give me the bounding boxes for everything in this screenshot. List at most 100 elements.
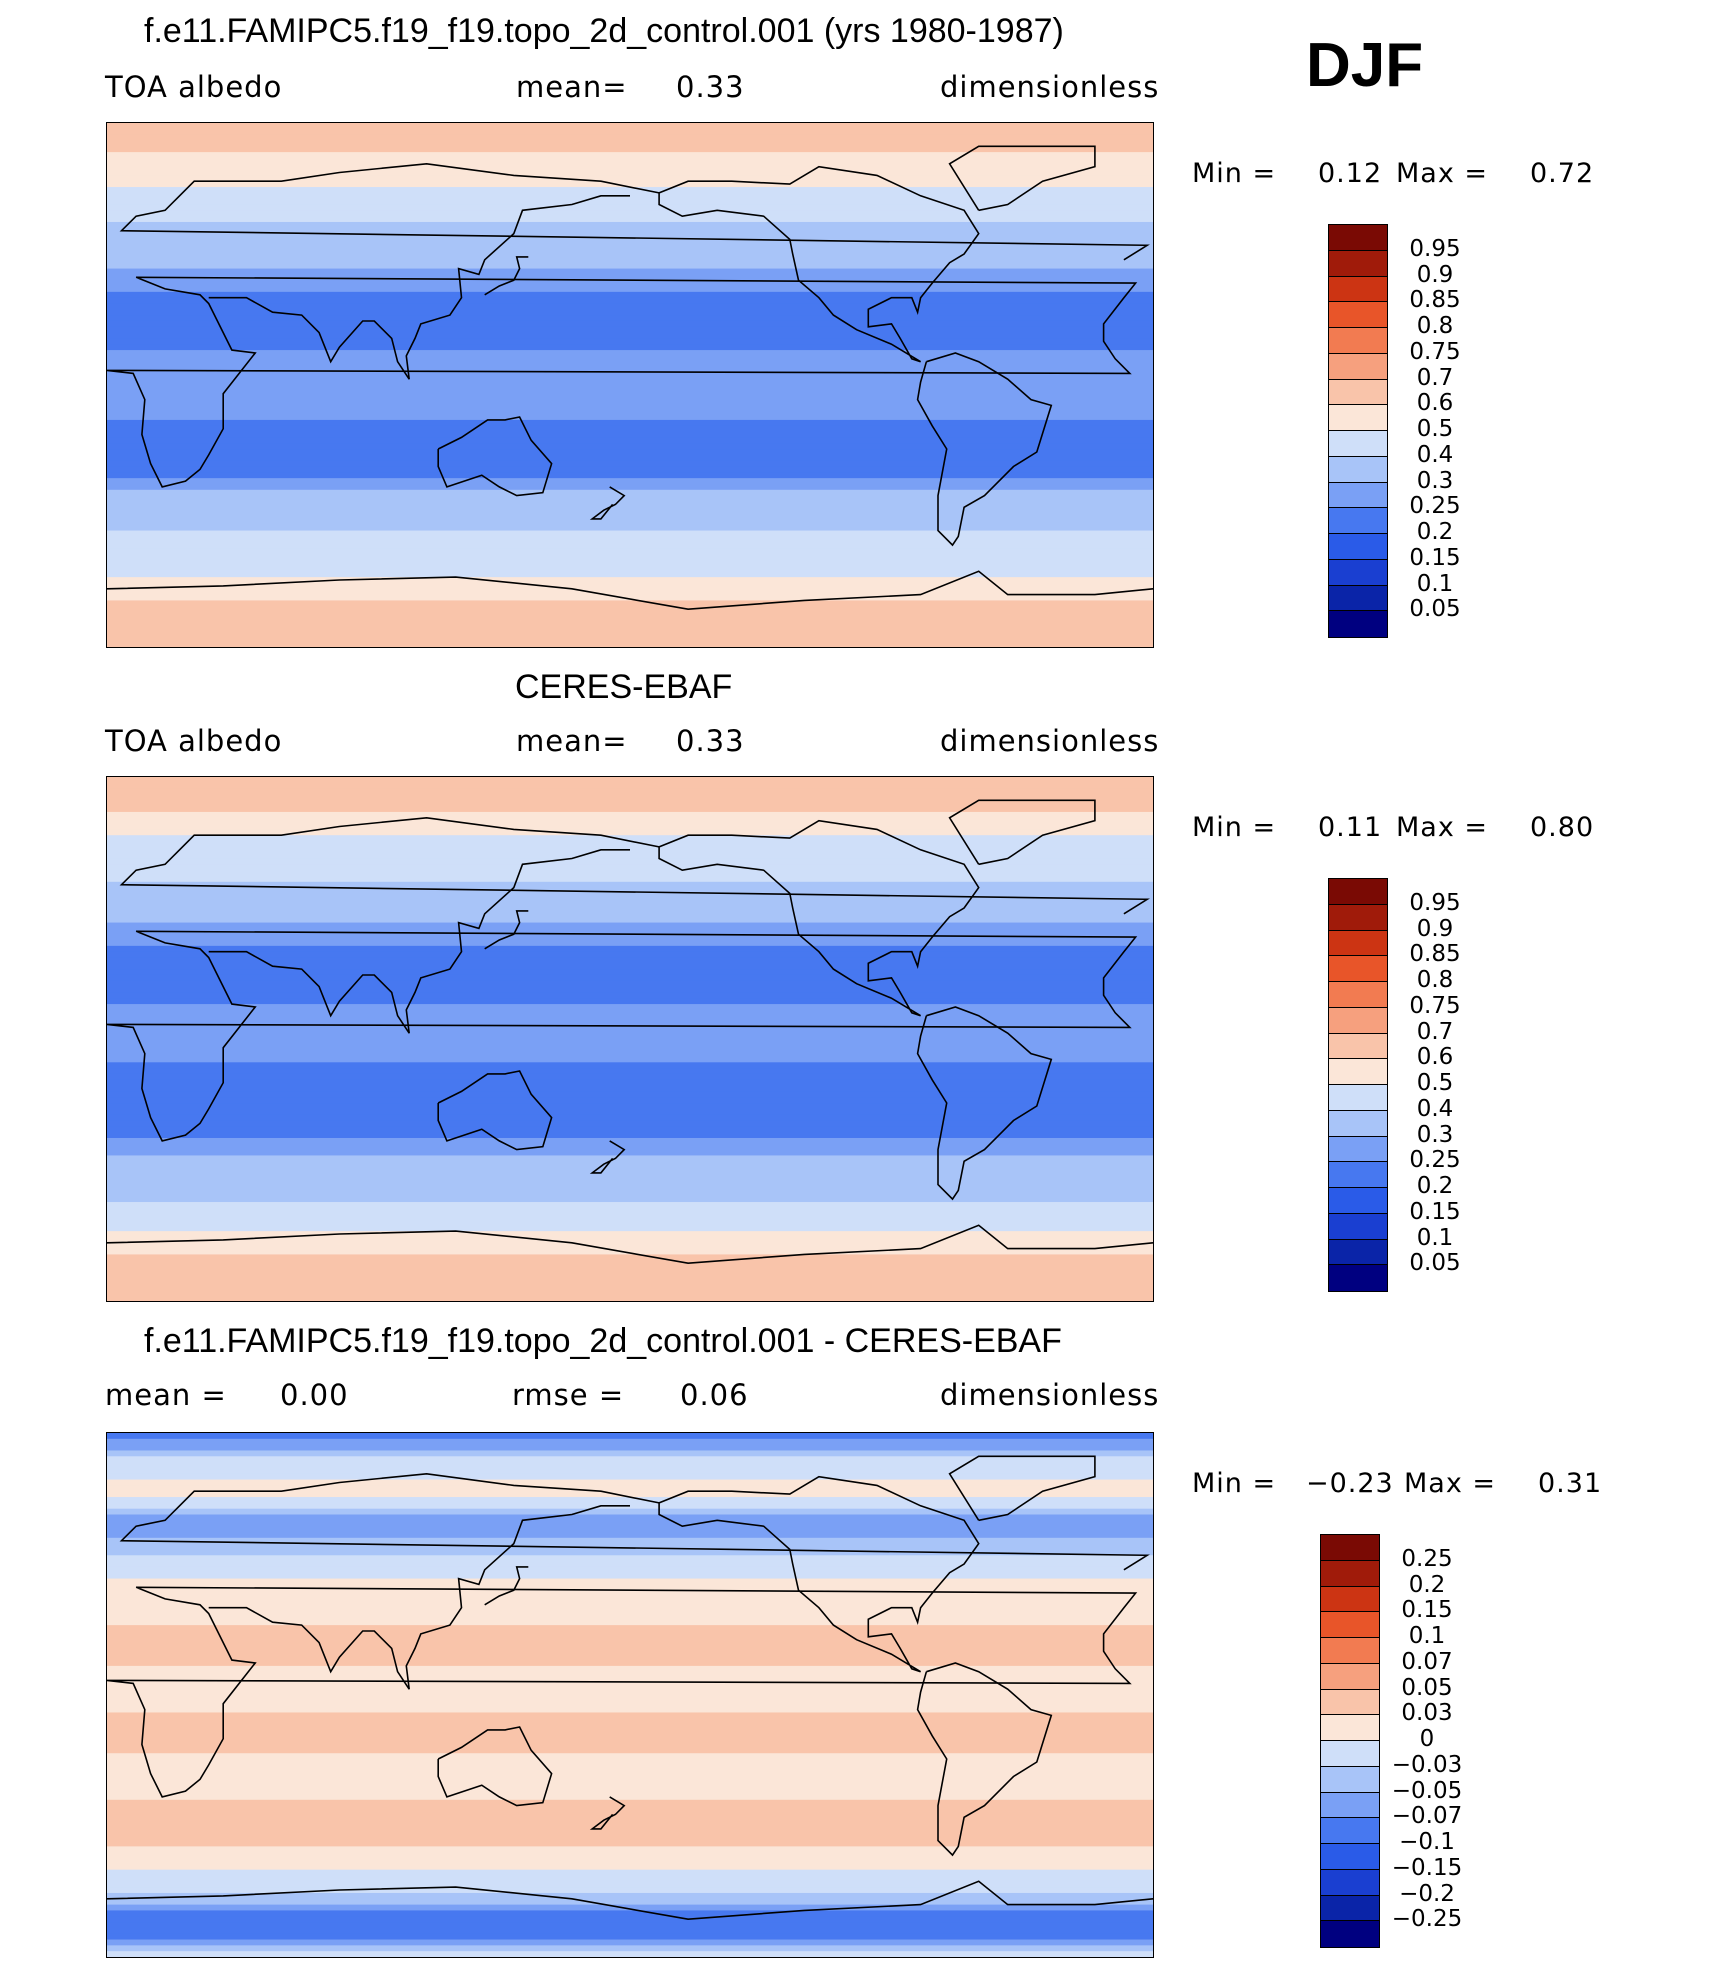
mean-value: 0.00 <box>280 1378 349 1412</box>
colorbar-cell <box>1329 405 1387 431</box>
latitude-band <box>107 478 1153 485</box>
colorbar-tick-label: −0.07 <box>1391 1803 1463 1830</box>
latitude-band <box>107 1840 1153 1847</box>
latitude-band <box>107 1863 1153 1871</box>
latitude-band <box>107 1869 1153 1877</box>
colorbar-tick-label: 0.2 <box>1416 1173 1454 1199</box>
colorbar-tick-label: 0.25 <box>1401 1545 1453 1572</box>
latitude-band <box>107 187 1153 194</box>
units-label: dimensionless <box>940 1378 1160 1412</box>
latitude-band <box>107 1231 1153 1238</box>
latitude-band <box>107 513 1153 520</box>
latitude-band <box>107 1149 1153 1157</box>
mean-label: mean= <box>516 724 628 758</box>
latitude-band <box>107 198 1153 206</box>
latitude-band <box>107 922 1153 929</box>
colorbar-cell <box>1321 1535 1379 1561</box>
latitude-band <box>107 1184 1153 1191</box>
colorbar-cell <box>1321 1715 1379 1741</box>
latitude-band <box>107 239 1153 246</box>
latitude-band <box>107 495 1153 503</box>
colorbar-cell <box>1329 1136 1387 1163</box>
colorbar-cell <box>1329 353 1387 380</box>
latitude-band <box>107 1939 1153 1946</box>
latitude-band <box>107 823 1153 830</box>
colorbar-tick-label: 0.95 <box>1409 235 1461 262</box>
latitude-band <box>107 1584 1153 1591</box>
latitude-band <box>107 1108 1153 1116</box>
latitude-band <box>107 1062 1153 1069</box>
coastline <box>948 1455 1096 1522</box>
latitude-band <box>107 1654 1153 1661</box>
latitude-band <box>107 402 1153 409</box>
colorbar-tick-label: 0.75 <box>1409 992 1461 1019</box>
latitude-band <box>107 1910 1153 1917</box>
coastline <box>107 1586 1138 1798</box>
latitude-band <box>107 140 1153 147</box>
latitude-band <box>107 1601 1153 1609</box>
latitude-band <box>107 338 1153 345</box>
latitude-band <box>107 454 1153 462</box>
colorbar-tick-label: 0.95 <box>1409 889 1461 916</box>
min-value: 0.12 <box>1318 158 1383 189</box>
latitude-band <box>107 146 1153 153</box>
latitude-band <box>107 1858 1153 1865</box>
colorbar-cell <box>1329 1188 1387 1214</box>
latitude-band <box>107 431 1153 438</box>
latitude-band <box>107 945 1153 953</box>
colorbar-tick-label: 0.05 <box>1401 1674 1453 1701</box>
coastline <box>658 819 980 1017</box>
latitude-band <box>107 134 1153 142</box>
mean-value: 0.33 <box>676 724 745 758</box>
colorbar-tick-label: 0.2 <box>1408 1571 1446 1598</box>
latitude-band <box>107 1073 1153 1081</box>
coastline <box>589 1796 626 1830</box>
latitude-band <box>107 1764 1153 1772</box>
latitude-band <box>107 1706 1153 1714</box>
variable-label: TOA albedo <box>105 70 283 104</box>
latitude-band <box>107 565 1153 572</box>
colorbar-cell <box>1329 1007 1387 1034</box>
colorbar-tick-label: −0.03 <box>1391 1751 1463 1778</box>
latitude-band <box>107 1677 1153 1684</box>
latitude-band <box>107 466 1153 473</box>
latitude-band <box>107 916 1153 924</box>
latitude-band <box>107 1056 1153 1063</box>
latitude-band <box>107 123 1153 130</box>
latitude-band <box>107 1178 1153 1186</box>
latitude-band <box>107 899 1153 906</box>
coastline <box>107 930 1138 1142</box>
colorbar-tick-label: 0.4 <box>1416 441 1454 468</box>
min-label: Min = <box>1192 158 1277 189</box>
latitude-band <box>107 361 1153 369</box>
latitude-band <box>107 1665 1153 1673</box>
colorbar-cell <box>1321 1638 1379 1664</box>
colorbar-tick-label: 0.7 <box>1416 1018 1454 1045</box>
colorbar <box>1328 878 1388 1292</box>
coastline <box>107 570 1153 611</box>
latitude-band <box>107 472 1153 479</box>
latitude-band <box>107 216 1153 223</box>
latitude-band <box>107 1578 1153 1585</box>
latitude-band <box>107 992 1153 999</box>
latitude-band <box>107 262 1153 270</box>
latitude-band <box>107 617 1153 625</box>
mean-value: 0.33 <box>676 70 745 104</box>
colorbar-tick-label: 0.85 <box>1409 941 1461 968</box>
colorbar-cell <box>1329 276 1387 303</box>
latitude-band <box>107 1572 1153 1580</box>
latitude-band <box>107 1207 1153 1215</box>
latitude-band <box>107 864 1153 871</box>
map-svg <box>107 123 1153 647</box>
latitude-band <box>107 1916 1153 1923</box>
colorbar-cell <box>1321 1663 1379 1690</box>
latitude-band <box>107 542 1153 549</box>
latitude-band <box>107 1770 1153 1778</box>
colorbar-tick-label: 0.8 <box>1416 313 1454 339</box>
colorbar-cell <box>1329 302 1387 328</box>
latitude-band <box>107 800 1153 807</box>
colorbar-cell <box>1329 1213 1387 1240</box>
colorbar-cell <box>1329 379 1387 406</box>
latitude-band <box>107 1462 1153 1469</box>
latitude-band <box>107 530 1153 537</box>
